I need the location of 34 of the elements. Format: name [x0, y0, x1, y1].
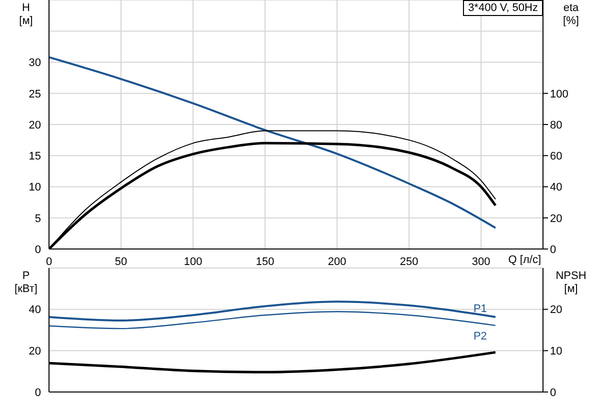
x-tick-label: 100 [184, 256, 202, 268]
series-label: P1 [473, 302, 487, 315]
y2-tick-label: 10 [550, 346, 562, 358]
y-tick-label: 0 [34, 244, 41, 256]
x-axis-title: Q [л/с] [508, 254, 541, 266]
y-tick-label: 10 [28, 182, 41, 194]
series-label: P2 [473, 330, 487, 342]
y2-tick-label: 80 [550, 119, 562, 132]
y-tick-label: 5 [34, 212, 41, 225]
y2-tick-label: 60 [550, 150, 562, 163]
y-axis-title: H [м] [19, 2, 33, 27]
x-tick-label: 200 [328, 256, 346, 268]
y-tick-label: 25 [28, 88, 41, 100]
y-tick-label: 0 [34, 386, 41, 399]
x-tick-label: 250 [400, 256, 418, 268]
y2-tick-label: 0 [550, 386, 556, 399]
y2-tick-label: 0 [550, 244, 556, 256]
y2-axis-title: eta [%] [563, 2, 580, 27]
x-tick-label: 0 [46, 256, 52, 268]
y2-axis-title: NPSH [м] [556, 270, 586, 295]
y-tick-label: 40 [28, 304, 41, 316]
y-tick-label: 20 [28, 119, 41, 132]
chart-title: 3*400 V, 50Hz [463, 0, 543, 16]
y-tick-label: 20 [28, 346, 41, 358]
x-tick-label: 300 [472, 256, 490, 268]
y-tick-label: 15 [28, 150, 41, 163]
y2-tick-label: 20 [550, 304, 562, 316]
y2-tick-label: 100 [550, 88, 568, 100]
y-tick-label: 30 [28, 57, 41, 70]
x-tick-label: 150 [256, 256, 274, 268]
y2-tick-label: 40 [550, 182, 562, 194]
y-axis-title: P [кВт] [14, 270, 38, 295]
x-tick-label: 50 [114, 256, 128, 268]
y2-tick-label: 20 [550, 212, 562, 225]
